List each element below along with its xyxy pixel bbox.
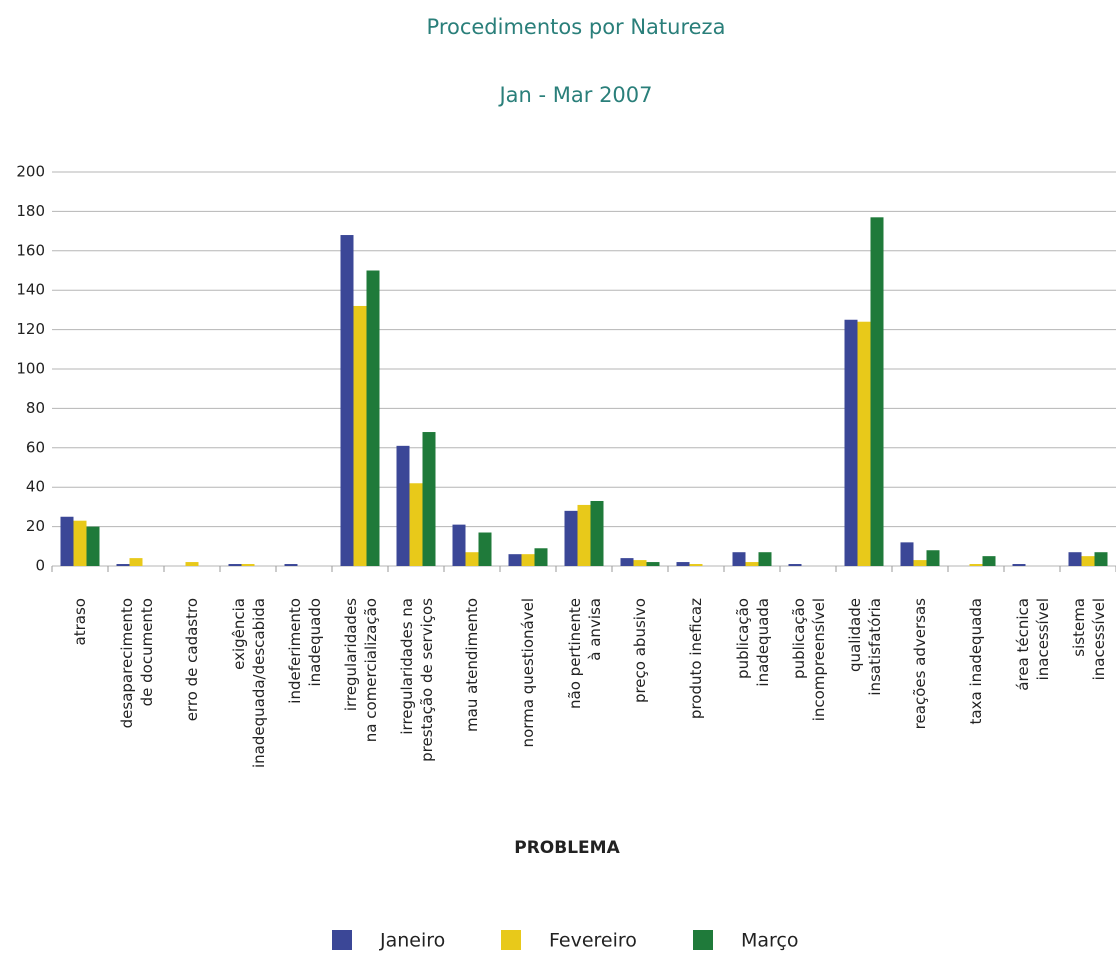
bar: [1081, 556, 1095, 566]
bar: [758, 552, 772, 566]
x-tick-label: indeferimento inadequado: [286, 598, 324, 704]
bar: [129, 558, 143, 566]
bar: [422, 432, 436, 566]
bar: [870, 217, 884, 566]
bar: [284, 564, 298, 566]
legend-swatch: [501, 930, 521, 950]
x-tick-label: produto ineficaz: [687, 598, 705, 719]
bar: [788, 564, 802, 566]
bar: [478, 532, 492, 566]
bar: [620, 558, 634, 566]
x-tick-label: exigência inadequada/descabida: [230, 598, 268, 768]
y-tick-label: 0: [35, 557, 45, 575]
x-tick-label: qualidade insatisfatória: [846, 598, 884, 696]
bar: [564, 510, 578, 566]
bar: [228, 564, 242, 566]
x-tick-label: preço abusivo: [631, 598, 649, 703]
bar: [73, 520, 87, 566]
x-tick-label: reações adversas: [911, 598, 929, 729]
bar: [366, 270, 380, 566]
legend-label: Fevereiro: [549, 930, 637, 952]
chart-subtitle: Jan - Mar 2007: [497, 83, 652, 107]
x-tick-label: irregularidades na comercialização: [342, 598, 380, 742]
chart-title: Procedimentos por Natureza: [427, 15, 726, 39]
bar: [340, 235, 354, 567]
legend-swatch: [332, 930, 352, 950]
bar: [534, 548, 548, 566]
bar: [676, 562, 690, 566]
bar: [60, 516, 74, 566]
bar: [185, 562, 199, 566]
bar: [577, 504, 591, 566]
bar: [116, 564, 130, 566]
y-tick-label: 20: [26, 517, 45, 535]
y-tick-label: 80: [26, 399, 45, 417]
y-tick-label: 40: [26, 478, 45, 496]
x-tick-label: desaparecimento de documento: [118, 598, 156, 728]
bar: [353, 305, 367, 566]
x-tick-label: taxa inadequada: [967, 598, 985, 724]
x-tick-label: não pertinente à anvisa: [566, 598, 604, 709]
legend-swatch: [693, 930, 713, 950]
bar: [969, 564, 983, 566]
x-tick-label: mau atendimento: [463, 598, 481, 732]
bar: [900, 542, 914, 566]
bar: [409, 483, 423, 566]
bar: [452, 524, 466, 566]
y-tick-label: 180: [16, 202, 45, 220]
bar: [982, 556, 996, 566]
y-tick-label: 140: [16, 281, 45, 299]
bar: [732, 552, 746, 566]
bar: [86, 526, 100, 566]
y-tick-label: 120: [16, 320, 45, 338]
y-tick-label: 60: [26, 438, 45, 456]
bar: [465, 552, 479, 566]
bar: [241, 564, 255, 566]
bar: [1012, 564, 1026, 566]
x-tick-label: irregularidades na prestação de serviços: [398, 598, 436, 762]
bar: [745, 562, 759, 566]
bar: [633, 560, 647, 566]
x-tick-label: norma questionável: [519, 598, 537, 747]
y-tick-label: 160: [16, 241, 45, 259]
bar: [844, 319, 858, 566]
y-tick-label: 100: [16, 360, 45, 378]
bar: [396, 445, 410, 566]
bar: [913, 560, 927, 566]
legend-label: Janeiro: [379, 930, 445, 952]
x-tick-label: atraso: [71, 598, 89, 645]
bar: [1068, 552, 1082, 566]
x-tick-label: publicação incompreensível: [790, 598, 828, 721]
bar: [590, 500, 604, 566]
bar: [926, 550, 940, 566]
x-tick-label: publicação inadequada: [734, 598, 772, 687]
x-tick-label: área técnica inacessível: [1014, 598, 1052, 691]
y-tick-label: 200: [16, 163, 45, 181]
legend-label: Março: [741, 930, 799, 952]
bar: [1094, 552, 1108, 566]
bar: [508, 554, 522, 566]
bar: [521, 554, 535, 566]
x-tick-label: erro de cadastro: [183, 598, 201, 721]
x-axis-label: PROBLEMA: [514, 838, 620, 858]
bar: [857, 321, 871, 566]
x-tick-label: sistema inacessível: [1070, 598, 1108, 680]
bar: [646, 562, 660, 566]
bar: [689, 564, 703, 566]
